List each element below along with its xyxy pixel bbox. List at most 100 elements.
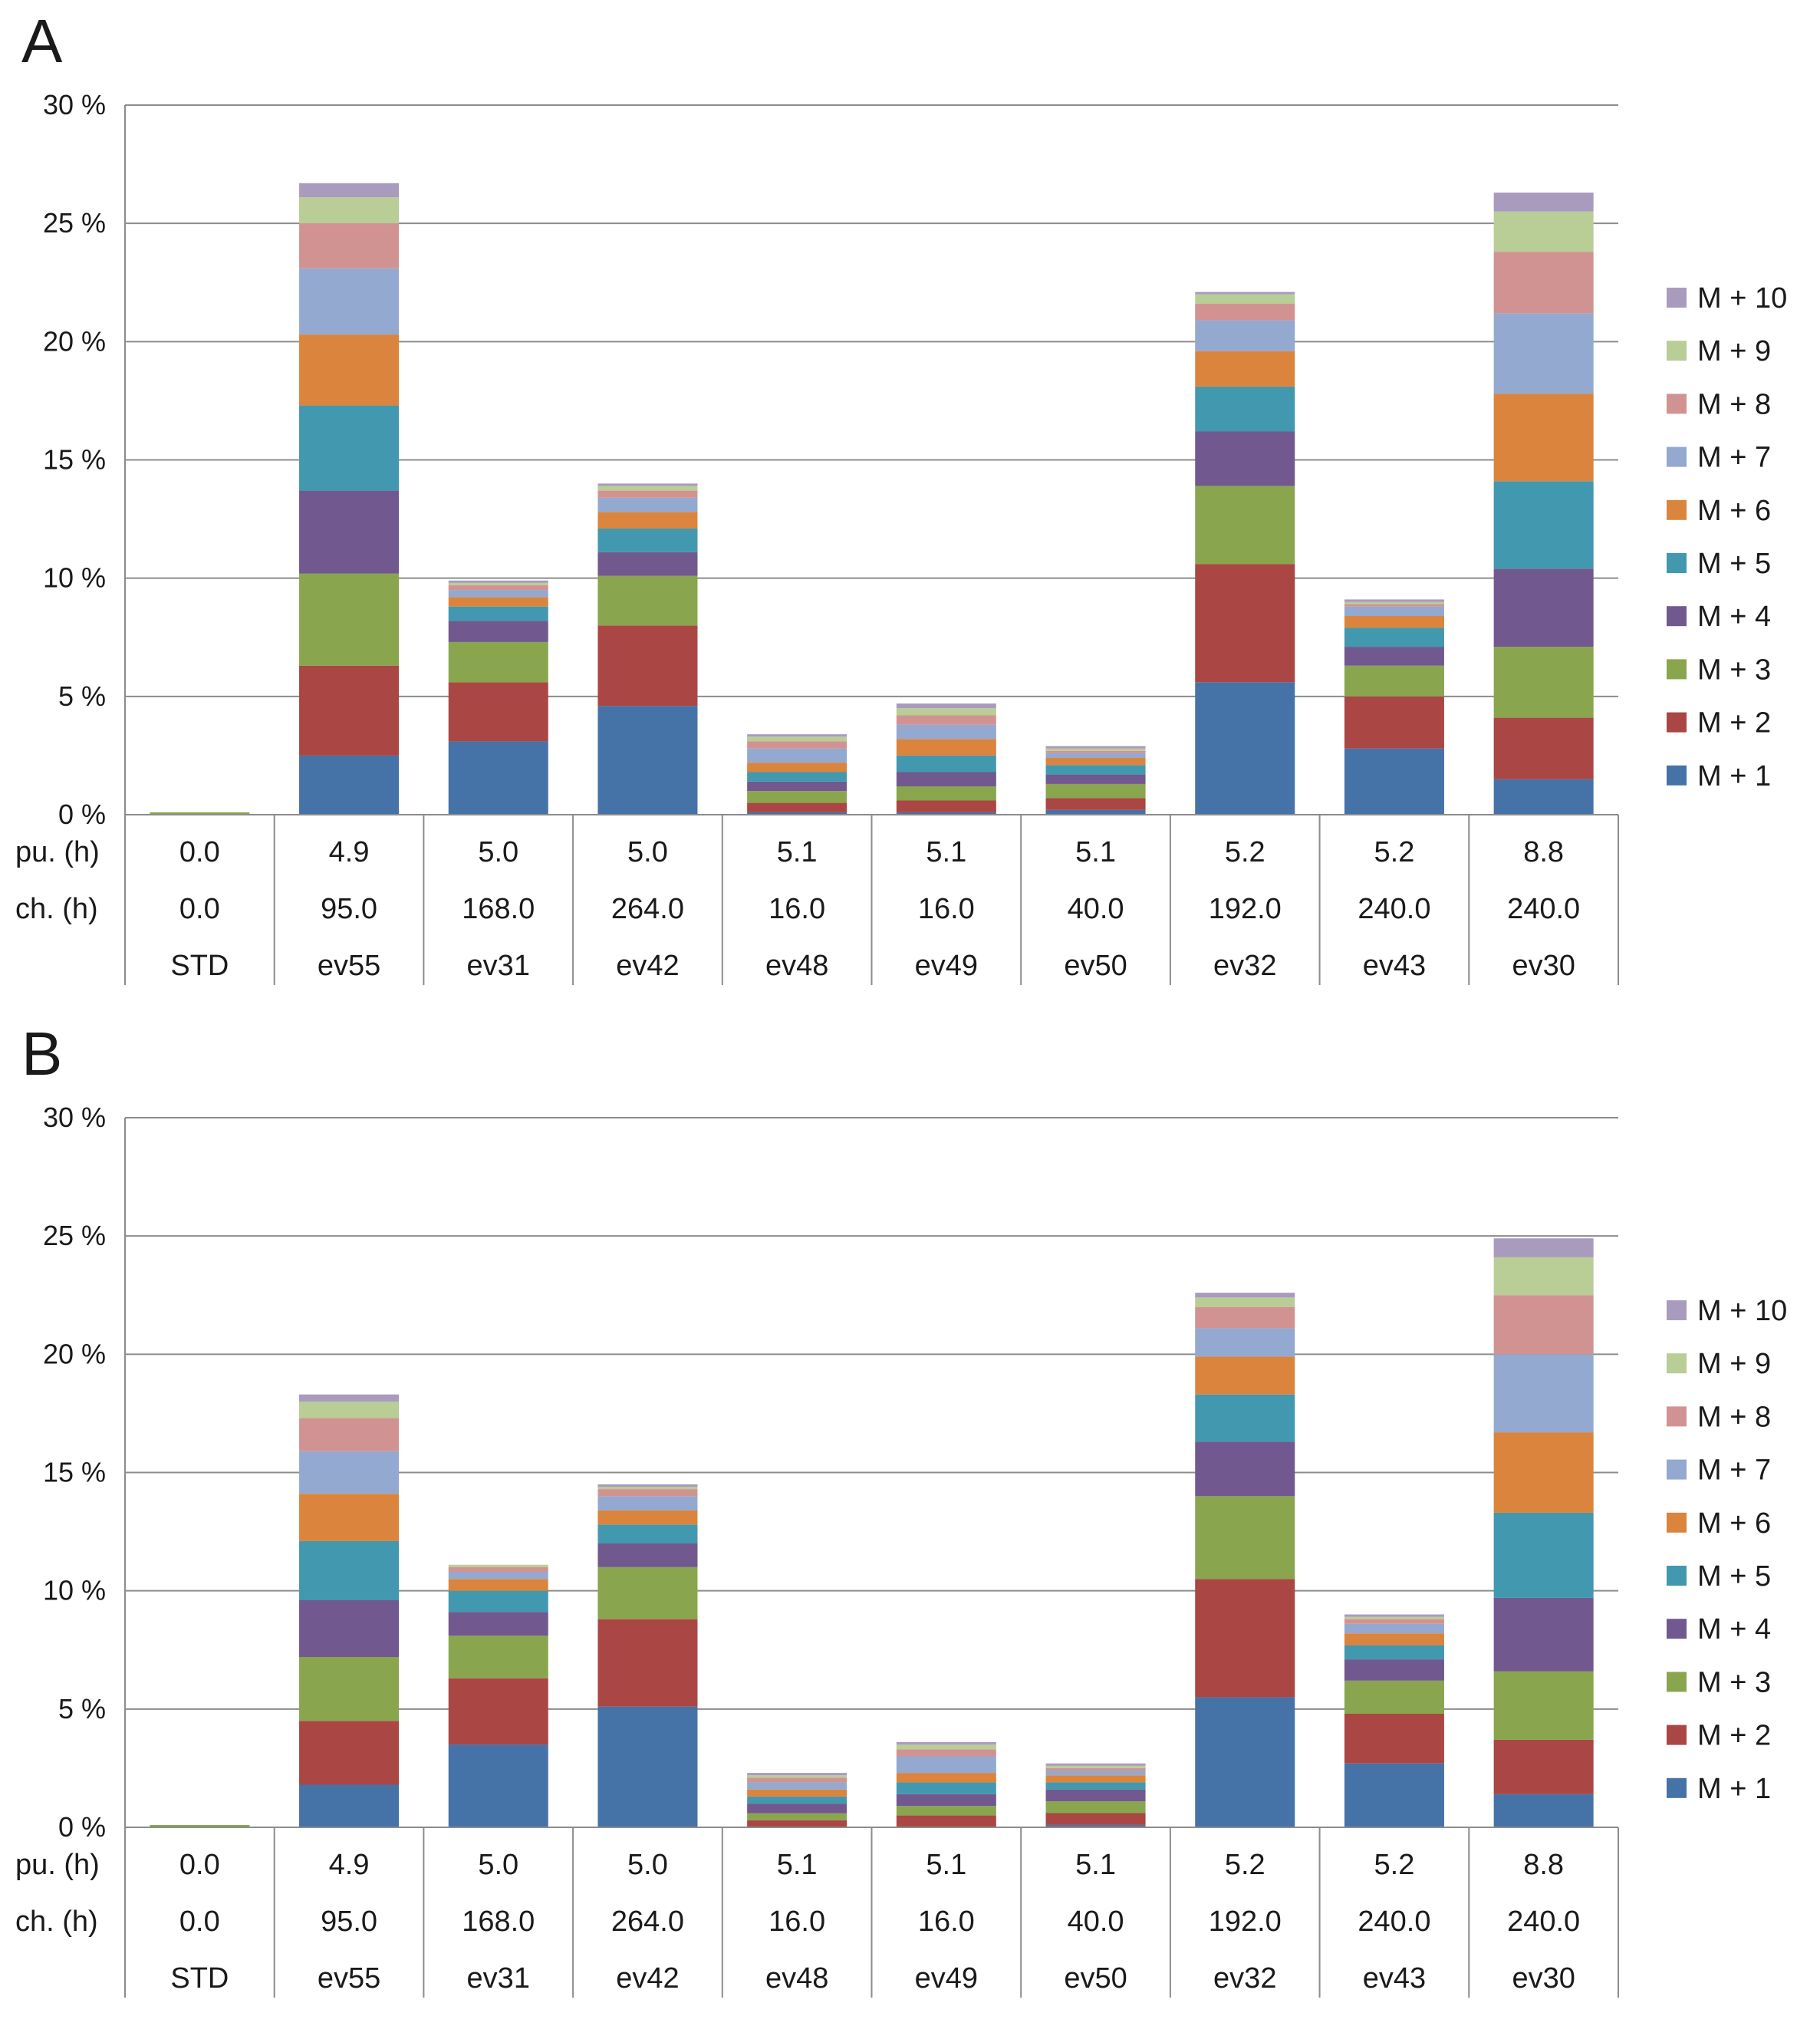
bar-segment-ev50-M+6 <box>1045 1775 1146 1783</box>
bar-segment-ev49-M+9 <box>896 1744 996 1750</box>
bar-segment-ev55-M+4 <box>299 1600 400 1657</box>
x-tick-label: ev42 <box>616 1962 679 1995</box>
bar-segment-ev42-M+5 <box>597 1524 698 1543</box>
bar-segment-ev32-M+5 <box>1195 1394 1295 1442</box>
table-cell: 5.2 <box>1225 836 1265 868</box>
bar-segment-STD-M+3 <box>150 1824 250 1827</box>
legend-label: M + 1 <box>1697 760 1771 792</box>
bar-segment-ev43-M+1 <box>1344 1763 1444 1827</box>
bar-segment-ev31-M+6 <box>448 1579 548 1591</box>
bar-segment-ev42-M+7 <box>597 497 698 512</box>
bar-segment-ev50-M+2 <box>1045 798 1146 810</box>
bar-segment-ev55-M+10 <box>299 183 400 198</box>
bar-segment-ev32-M+6 <box>1195 1356 1295 1395</box>
bar-segment-ev30-M+6 <box>1493 394 1594 482</box>
bar-segment-ev43-M+8 <box>1344 604 1444 607</box>
bar-segment-ev32-M+9 <box>1195 1297 1295 1307</box>
bar-segment-ev42-M+10 <box>597 483 698 486</box>
bar-segment-ev42-M+1 <box>597 1706 698 1827</box>
bar-segment-ev43-M+8 <box>1344 1619 1444 1624</box>
bar-segment-ev50-M+2 <box>1045 1813 1146 1825</box>
bar-segment-ev48-M+2 <box>747 802 847 812</box>
table-cell: 8.8 <box>1523 836 1564 868</box>
bar-segment-ev31-M+3 <box>448 1636 548 1678</box>
y-tick-label: 10 % <box>43 562 106 594</box>
bar-segment-ev30-M+3 <box>1493 647 1594 718</box>
bar-segment-ev55-M+3 <box>299 573 400 666</box>
legend-label: M + 3 <box>1697 654 1771 686</box>
table-cell: 0.0 <box>179 1906 220 1938</box>
table-cell: 95.0 <box>321 1906 377 1938</box>
bar-segment-ev32-M+5 <box>1195 386 1295 432</box>
bar-segment-ev55-M+6 <box>299 1494 400 1541</box>
legend-swatch <box>1667 1619 1687 1639</box>
bar-segment-ev32-M+1 <box>1195 682 1295 815</box>
bar-segment-ev42-M+6 <box>597 1510 698 1525</box>
bar-segment-ev49-M+9 <box>896 708 996 716</box>
table-cell: 5.1 <box>777 836 818 868</box>
legend-swatch <box>1667 1300 1687 1320</box>
bar-segment-ev31-M+7 <box>448 1572 548 1580</box>
bar-segment-ev43-M+4 <box>1344 1659 1444 1681</box>
legend-label: M + 1 <box>1697 1773 1771 1805</box>
bar-segment-ev32-M+3 <box>1195 486 1295 565</box>
table-cell: 5.0 <box>478 1849 518 1881</box>
y-tick-label: 25 % <box>43 1220 106 1251</box>
table-row-label: ch. (h) <box>15 893 98 925</box>
legend-label: M + 2 <box>1697 1720 1771 1752</box>
bar-segment-ev31-M+8 <box>448 585 548 591</box>
legend-label: M + 5 <box>1697 548 1771 580</box>
bar-segment-ev32-M+8 <box>1195 1306 1295 1329</box>
chart-b: 0 % 5 % 10 % 15 % 20 % 25 % 30 % pu. (h) 0.0 4.9 5… <box>15 1102 1787 1998</box>
bar-segment-ev43-M+7 <box>1344 606 1444 616</box>
x-tick-label: ev31 <box>467 950 530 982</box>
bar-segment-ev43-M+1 <box>1344 748 1444 815</box>
bar-segment-ev31-M+8 <box>448 1566 548 1572</box>
table-cell: 95.0 <box>321 893 377 925</box>
table-cell: 240.0 <box>1358 893 1430 925</box>
bar-segment-ev42-M+3 <box>597 575 698 626</box>
bar-segment-ev50-M+8 <box>1045 750 1146 753</box>
bar-segment-ev42-M+1 <box>597 706 698 815</box>
legend-swatch <box>1667 765 1687 786</box>
bar-segment-ev55-M+4 <box>299 490 400 574</box>
bar-segment-ev48-M+4 <box>747 1804 847 1814</box>
x-tick-label: ev49 <box>915 1962 978 1995</box>
legend-swatch <box>1667 1353 1687 1374</box>
table-cell: 5.1 <box>1075 1849 1116 1881</box>
legend-label: M + 3 <box>1697 1666 1771 1698</box>
bar-segment-ev49-M+5 <box>896 755 996 773</box>
bar-segment-ev30-M+1 <box>1493 779 1594 815</box>
bar-segment-ev32-M+9 <box>1195 294 1295 304</box>
x-tick-label: ev43 <box>1363 950 1426 982</box>
bar-segment-ev42-M+4 <box>597 1543 698 1567</box>
y-tick-label: 0 % <box>58 1811 106 1843</box>
table-cell: 192.0 <box>1209 1906 1282 1938</box>
bar-segment-ev30-M+4 <box>1493 568 1594 647</box>
legend-swatch <box>1667 606 1687 627</box>
bar-segment-ev43-M+10 <box>1344 599 1444 602</box>
legend-label: M + 9 <box>1697 335 1771 367</box>
bar-segment-ev30-M+9 <box>1493 1257 1594 1296</box>
bar-segment-ev30-M+4 <box>1493 1597 1594 1672</box>
bar-segment-ev49-M+3 <box>896 786 996 801</box>
bar-segment-ev43-M+7 <box>1344 1623 1444 1634</box>
panel-b-letter: B <box>21 1020 63 1088</box>
table-cell: 168.0 <box>462 1906 535 1938</box>
legend-label: M + 8 <box>1697 1401 1771 1433</box>
panel-b: B 0 % 5 % 10 % 15 % 20 % 25 % 30 % pu. (h) 0.0 4.… <box>0 1013 1820 2025</box>
chart-a: 0 % 5 % 10 % 15 % 20 % 25 % 30 % pu. (h) 0.0 4.9 5… <box>15 89 1787 985</box>
legend-label: M + 10 <box>1697 1295 1787 1327</box>
bar-segment-ev42-M+9 <box>597 1487 698 1490</box>
y-tick-label: 10 % <box>43 1575 106 1606</box>
legend-swatch <box>1667 1777 1687 1798</box>
bar-segment-ev55-M+8 <box>299 223 400 268</box>
bar-segment-ev55-M+2 <box>299 665 400 756</box>
bar-segment-ev30-M+10 <box>1493 193 1594 212</box>
bar-segment-ev49-M+10 <box>896 1742 996 1745</box>
bar-segment-ev32-M+10 <box>1195 292 1295 295</box>
bar-segment-ev30-M+9 <box>1493 211 1594 252</box>
bar-segment-ev50-M+6 <box>1045 758 1146 766</box>
bar-segment-ev42-M+6 <box>597 512 698 529</box>
bar-segment-ev48-M+3 <box>747 1813 847 1820</box>
